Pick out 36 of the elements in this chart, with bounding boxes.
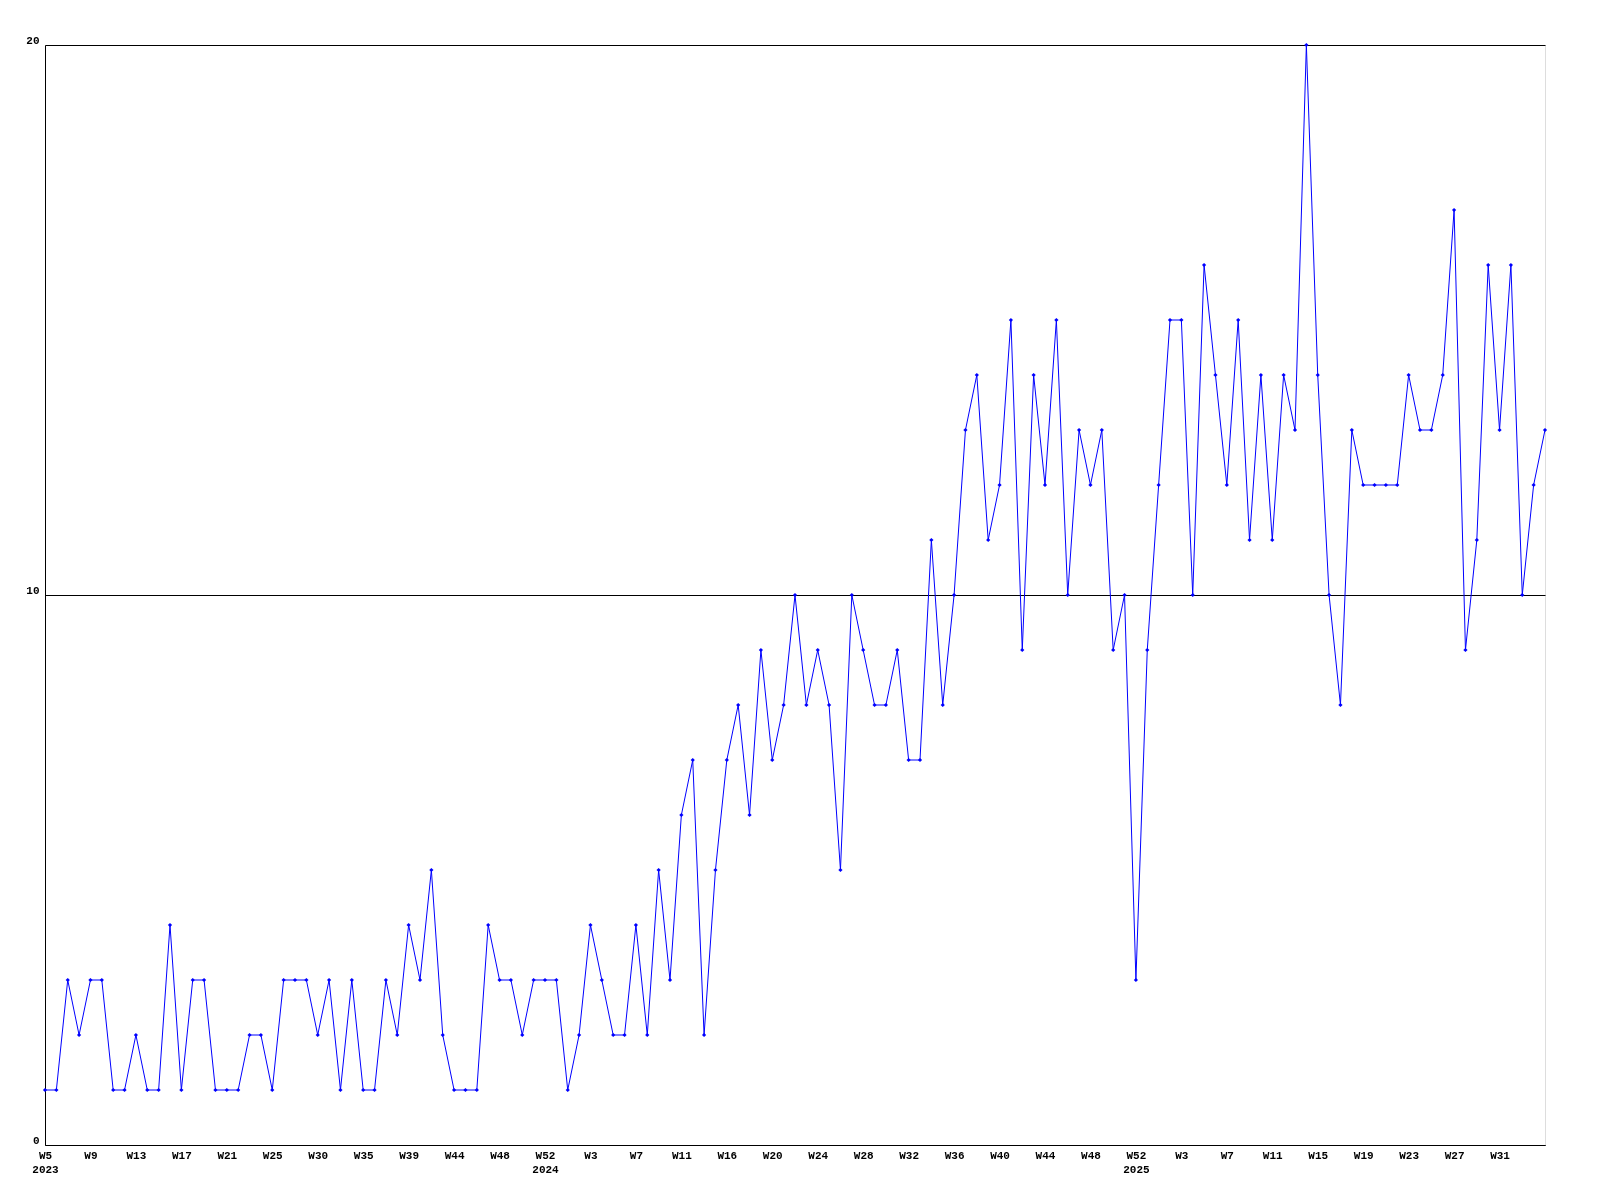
x-tick-label: W48	[1081, 1149, 1102, 1162]
x-tick-label: W5 2023	[32, 1149, 60, 1176]
x-tick-label: W9	[84, 1149, 98, 1162]
x-tick-label: W23	[1399, 1149, 1420, 1162]
x-tick-label: W44	[444, 1149, 465, 1162]
x-tick-label: W27	[1444, 1149, 1465, 1162]
x-tick-label: W11	[1262, 1149, 1284, 1162]
x-tick-label: W24	[808, 1149, 829, 1162]
x-tick-label: W11	[671, 1149, 693, 1162]
x-tick-label: W36	[944, 1149, 965, 1162]
x-tick-label: W25	[262, 1149, 284, 1162]
x-tick-label: W48	[490, 1149, 511, 1162]
x-tick-label: W7	[629, 1149, 644, 1162]
x-tick-label: W52 2024	[532, 1149, 560, 1176]
x-tick-label: W35	[353, 1149, 374, 1162]
x-tick-label: W7	[1220, 1149, 1234, 1162]
y-tick-label: 20	[26, 34, 40, 47]
x-tick-label: W39	[399, 1149, 420, 1162]
x-tick-label: W32	[899, 1149, 920, 1162]
x-tick-label: W21	[217, 1149, 238, 1162]
x-tick-label: W28	[853, 1149, 874, 1162]
x-tick-label: W30	[308, 1149, 329, 1162]
x-tick-label: W20	[762, 1149, 783, 1162]
x-tick-label: W52 2025	[1123, 1149, 1151, 1176]
x-tick-label: W40	[990, 1149, 1010, 1162]
x-tick-label: W16	[717, 1149, 738, 1162]
y-tick-label: 10	[26, 584, 40, 597]
x-tick-label: W17	[171, 1149, 192, 1162]
x-tick-label: W19	[1353, 1149, 1374, 1162]
x-tick-label: W44	[1035, 1149, 1056, 1162]
x-tick-label: W31	[1490, 1149, 1511, 1162]
x-tick-label: W3	[584, 1149, 598, 1162]
x-tick-label: W3	[1175, 1149, 1189, 1162]
x-tick-label: W15	[1308, 1149, 1329, 1162]
x-tick-label: W13	[126, 1149, 147, 1162]
y-tick-label: 0	[32, 1134, 40, 1147]
